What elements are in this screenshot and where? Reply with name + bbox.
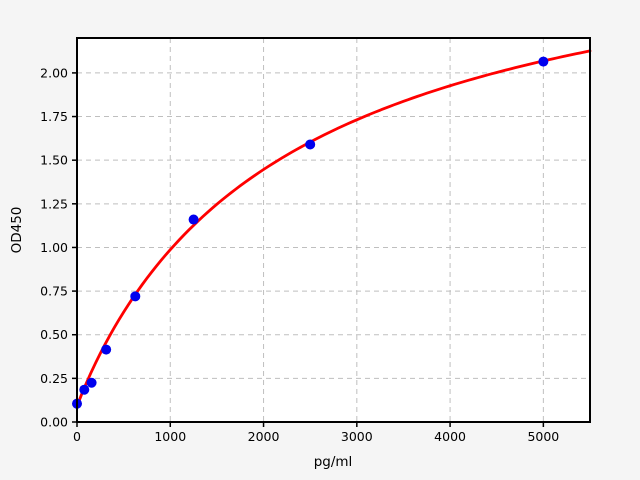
data-point (79, 384, 90, 395)
data-point (305, 139, 316, 150)
y-tick-label: 0.75 (40, 284, 68, 299)
y-tick-label: 1.75 (40, 109, 68, 124)
plot-border (76, 37, 591, 423)
data-point (188, 214, 199, 225)
y-tick-label: 2.00 (40, 65, 68, 80)
y-tick-label: 0.50 (40, 327, 68, 342)
data-point (538, 56, 549, 67)
fit-curve (75, 49, 592, 408)
x-tick-label: 4000 (434, 429, 466, 444)
x-tick-label: 2000 (248, 429, 280, 444)
x-tick-label: 5000 (527, 429, 559, 444)
x-tick-label: 3000 (341, 429, 373, 444)
data-point (86, 377, 97, 388)
data-point (130, 291, 141, 302)
y-tick-label: 1.50 (40, 153, 68, 168)
x-tick-label: 1000 (154, 429, 186, 444)
y-tick-label: 0.25 (40, 371, 68, 386)
x-axis-label: pg/ml (314, 454, 353, 470)
plot-layer: 0 1000 2000 3000 4000 5000 0.00 0.25 0.50 0.75 1.0… (40, 37, 592, 444)
y-axis-label: OD450 (9, 207, 25, 254)
x-tick-label: 0 (73, 429, 81, 444)
y-tick-label: 0.00 (40, 415, 68, 430)
y-tick-label: 1.00 (40, 240, 68, 255)
plot-background (77, 38, 590, 422)
data-point (101, 344, 112, 355)
y-tick-label: 1.25 (40, 196, 68, 211)
